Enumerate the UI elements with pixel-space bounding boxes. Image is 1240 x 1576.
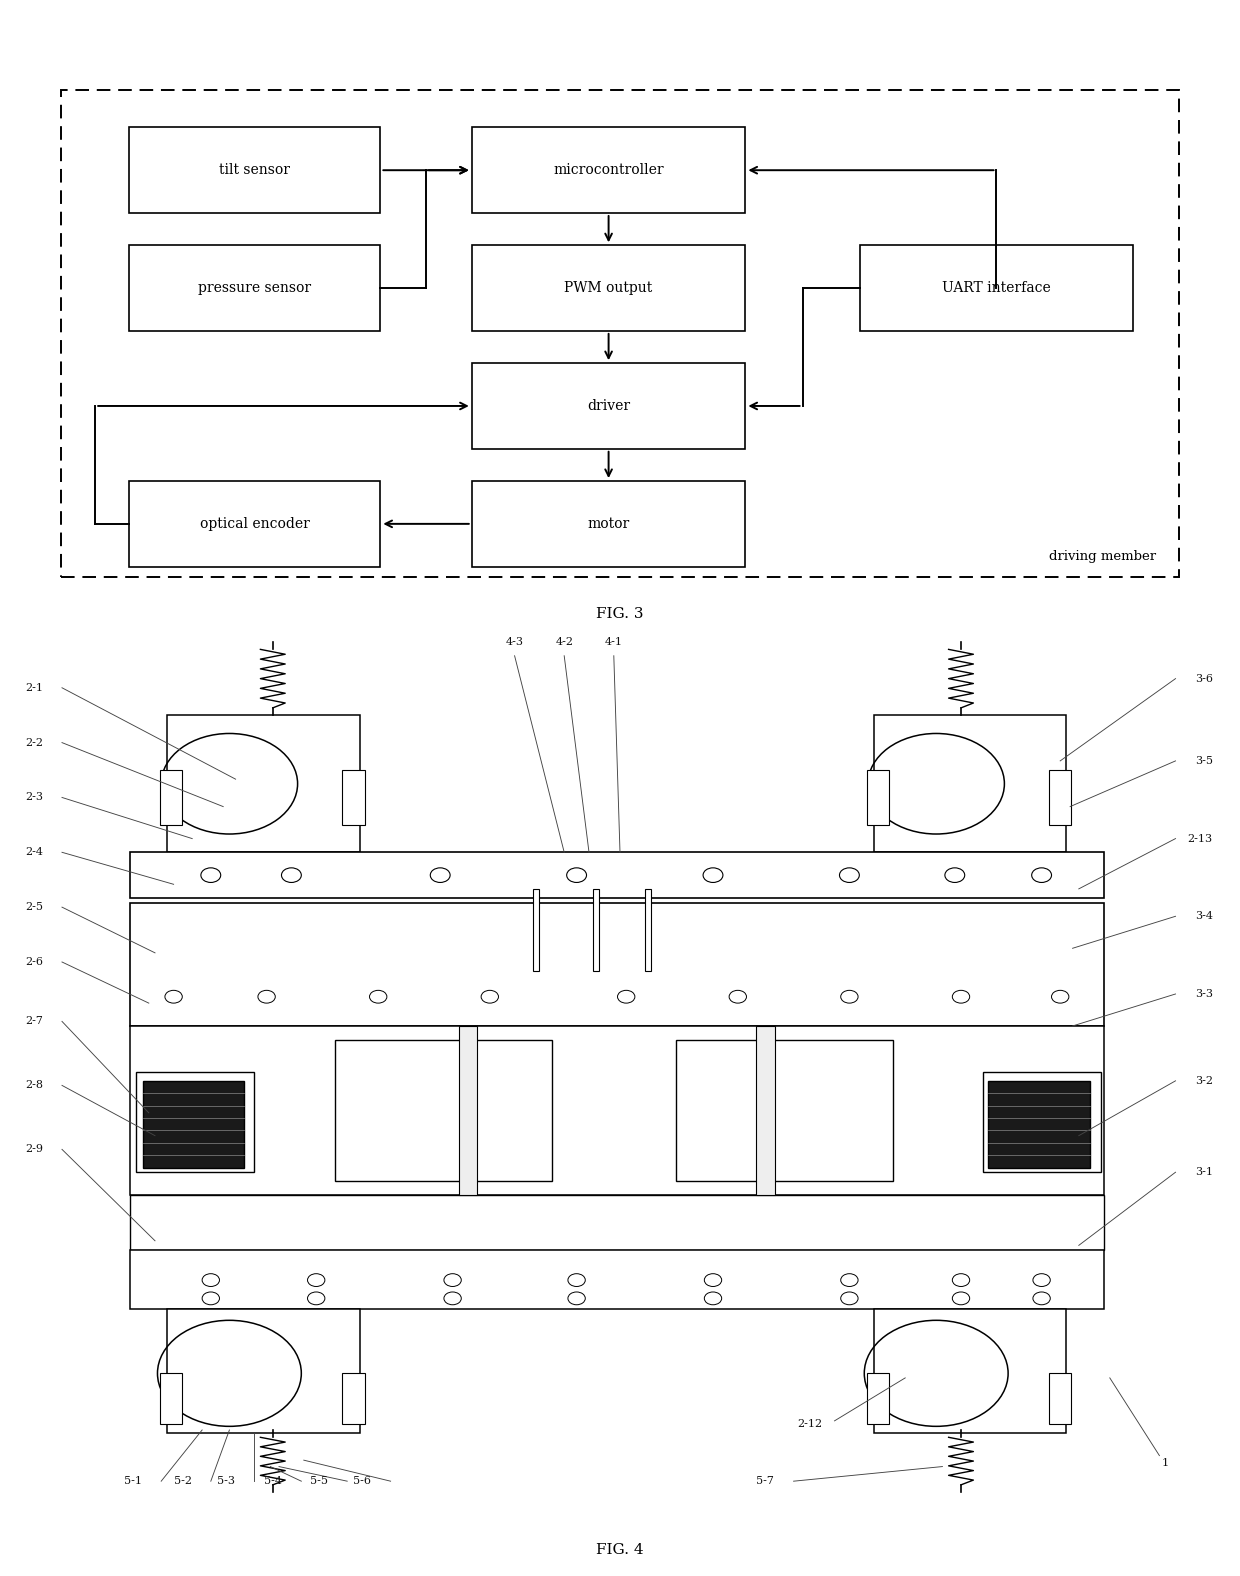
- Text: FIG. 3: FIG. 3: [596, 607, 644, 621]
- Text: optical encoder: optical encoder: [200, 517, 310, 531]
- Text: 2-9: 2-9: [25, 1144, 43, 1154]
- Text: driver: driver: [587, 399, 630, 413]
- FancyBboxPatch shape: [130, 1250, 1104, 1310]
- Text: 5-4: 5-4: [264, 1477, 283, 1486]
- FancyBboxPatch shape: [342, 1373, 365, 1423]
- FancyBboxPatch shape: [867, 771, 889, 824]
- FancyBboxPatch shape: [160, 771, 182, 824]
- Text: tilt sensor: tilt sensor: [219, 164, 290, 177]
- Text: 5-7: 5-7: [756, 1477, 774, 1486]
- FancyBboxPatch shape: [129, 128, 381, 213]
- Text: 5-3: 5-3: [217, 1477, 236, 1486]
- Text: 5-1: 5-1: [124, 1477, 143, 1486]
- Text: 3-4: 3-4: [1194, 911, 1213, 922]
- FancyBboxPatch shape: [983, 1072, 1101, 1173]
- Text: microcontroller: microcontroller: [553, 164, 663, 177]
- FancyBboxPatch shape: [130, 853, 1104, 898]
- FancyBboxPatch shape: [160, 1373, 182, 1423]
- FancyBboxPatch shape: [129, 481, 381, 567]
- Text: UART interface: UART interface: [942, 281, 1050, 295]
- Text: 4-1: 4-1: [605, 637, 622, 646]
- FancyBboxPatch shape: [130, 1026, 1104, 1195]
- Text: 2-8: 2-8: [25, 1081, 43, 1091]
- FancyBboxPatch shape: [167, 716, 360, 853]
- FancyBboxPatch shape: [645, 889, 651, 971]
- Text: 2-7: 2-7: [25, 1017, 42, 1026]
- Text: 1: 1: [1162, 1458, 1169, 1467]
- Text: 2-6: 2-6: [25, 957, 43, 968]
- FancyBboxPatch shape: [676, 1040, 893, 1182]
- Text: 2-2: 2-2: [25, 738, 43, 747]
- FancyBboxPatch shape: [130, 903, 1104, 1026]
- FancyBboxPatch shape: [471, 481, 745, 567]
- Text: 2-3: 2-3: [25, 793, 43, 802]
- Text: 2-5: 2-5: [25, 901, 43, 913]
- Text: 4-3: 4-3: [506, 637, 523, 646]
- Text: 3-3: 3-3: [1194, 990, 1213, 999]
- FancyBboxPatch shape: [130, 1195, 1104, 1250]
- Text: 5-2: 5-2: [174, 1477, 192, 1486]
- Text: FIG. 4: FIG. 4: [596, 1543, 644, 1557]
- FancyBboxPatch shape: [471, 128, 745, 213]
- FancyBboxPatch shape: [593, 889, 599, 971]
- FancyBboxPatch shape: [459, 1026, 477, 1195]
- Text: 3-5: 3-5: [1194, 756, 1213, 766]
- FancyBboxPatch shape: [756, 1026, 775, 1195]
- Text: 2-12: 2-12: [797, 1418, 822, 1428]
- FancyBboxPatch shape: [136, 1072, 254, 1173]
- FancyBboxPatch shape: [471, 362, 745, 449]
- FancyBboxPatch shape: [1049, 1373, 1071, 1423]
- Text: 3-2: 3-2: [1194, 1076, 1213, 1086]
- FancyBboxPatch shape: [129, 246, 381, 331]
- Text: motor: motor: [588, 517, 630, 531]
- FancyBboxPatch shape: [167, 1310, 360, 1433]
- FancyBboxPatch shape: [143, 1081, 244, 1168]
- Text: pressure sensor: pressure sensor: [198, 281, 311, 295]
- FancyBboxPatch shape: [867, 1373, 889, 1423]
- FancyBboxPatch shape: [1049, 771, 1071, 824]
- Text: 3-6: 3-6: [1194, 673, 1213, 684]
- FancyBboxPatch shape: [988, 1081, 1090, 1168]
- FancyBboxPatch shape: [874, 1310, 1066, 1433]
- Text: 2-4: 2-4: [25, 848, 43, 857]
- FancyBboxPatch shape: [335, 1040, 552, 1182]
- FancyBboxPatch shape: [533, 889, 539, 971]
- FancyBboxPatch shape: [874, 716, 1066, 853]
- Text: PWM output: PWM output: [564, 281, 652, 295]
- Text: 2-13: 2-13: [1188, 834, 1213, 843]
- Text: 3-1: 3-1: [1194, 1168, 1213, 1177]
- Text: 4-2: 4-2: [556, 637, 573, 646]
- FancyBboxPatch shape: [471, 246, 745, 331]
- FancyBboxPatch shape: [859, 246, 1133, 331]
- Text: driving member: driving member: [1049, 550, 1156, 563]
- Text: 5-5: 5-5: [310, 1477, 329, 1486]
- Text: 5-6: 5-6: [353, 1477, 372, 1486]
- Text: 2-1: 2-1: [25, 682, 43, 693]
- FancyBboxPatch shape: [342, 771, 365, 824]
